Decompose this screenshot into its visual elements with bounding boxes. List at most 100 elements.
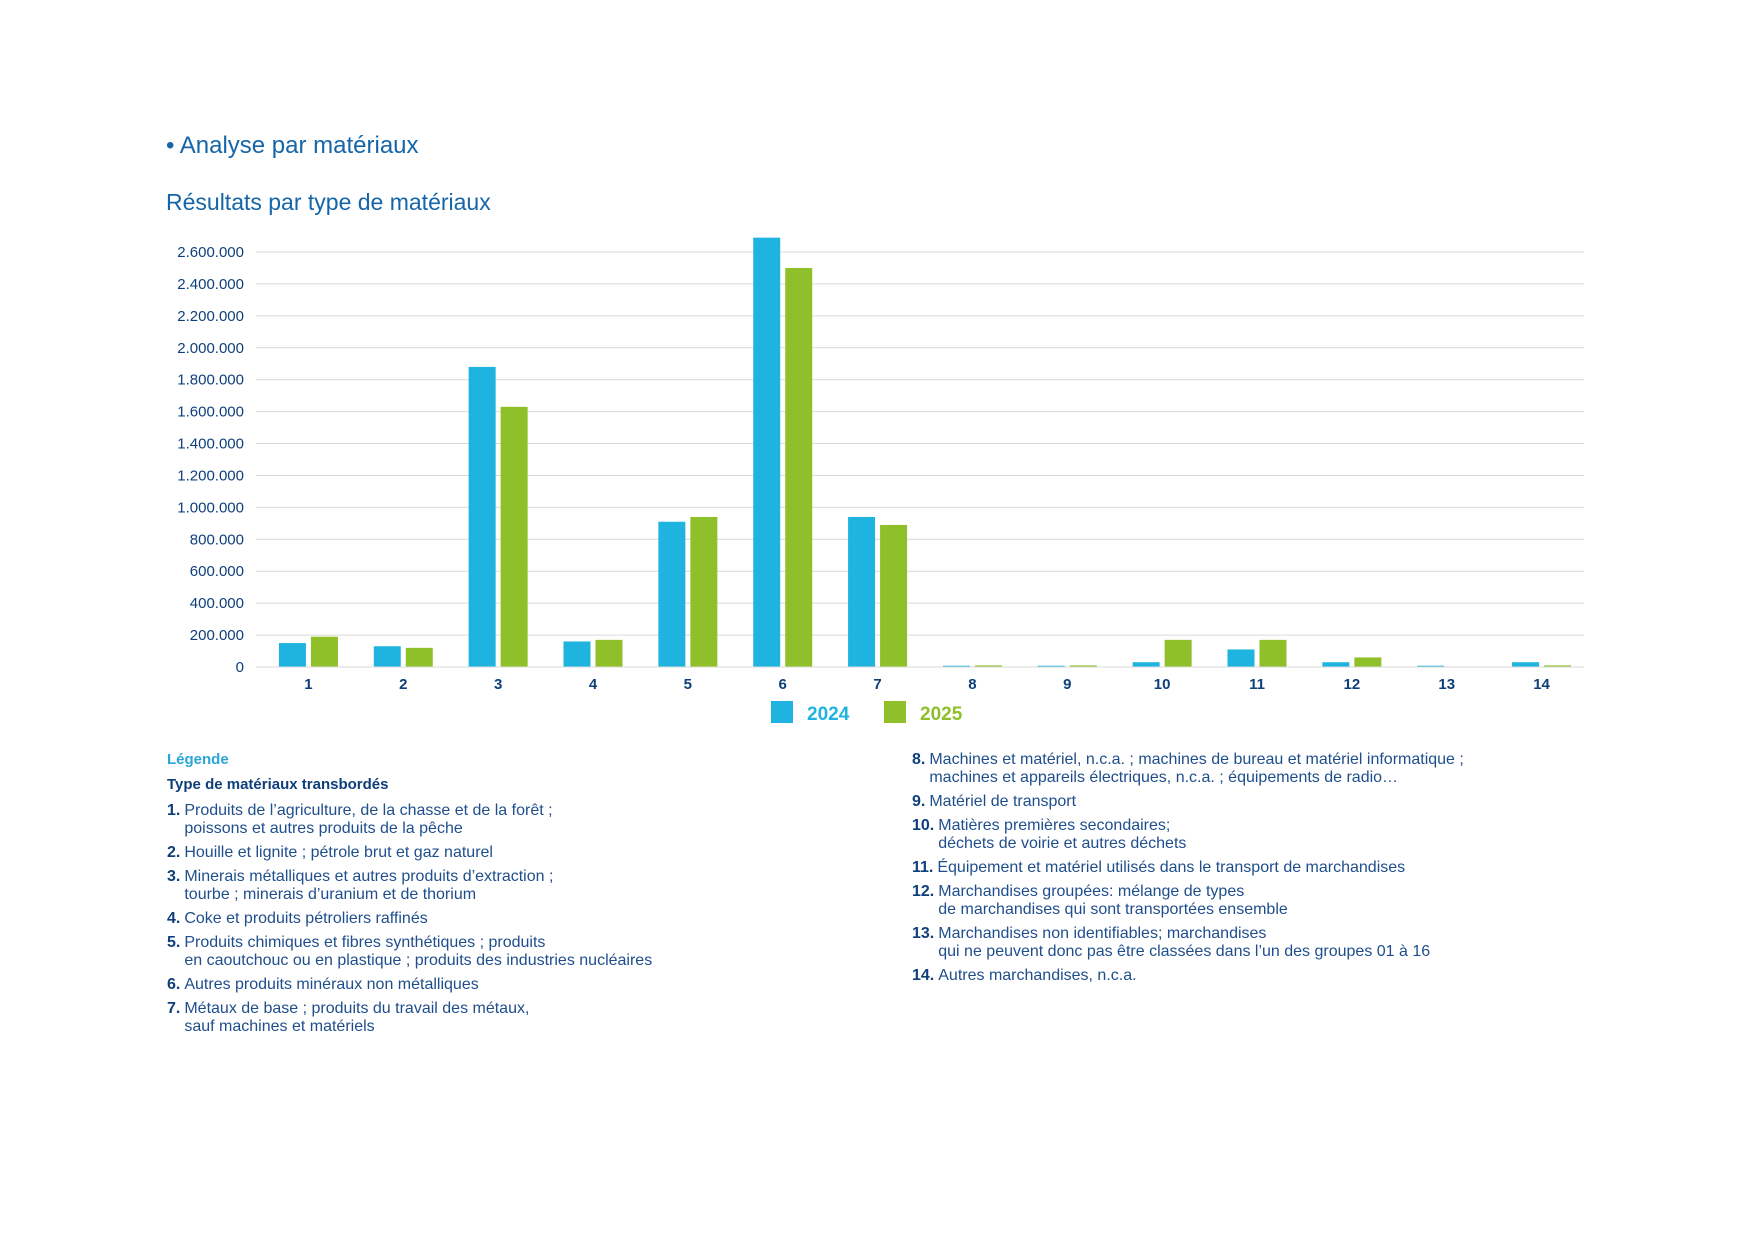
bar-2024-11 <box>1227 649 1255 667</box>
y-tick-label: 2.400.000 <box>177 276 244 293</box>
y-tick-label: 1.800.000 <box>177 372 244 389</box>
bar-2024-4 <box>563 641 591 667</box>
bar-2024-5 <box>658 521 686 667</box>
legend-item-number: 3. <box>167 868 181 885</box>
legend-item: 10. Matières premières secondaires; déche… <box>912 817 1652 853</box>
legend-swatch-2025 <box>884 701 906 723</box>
bar-chart: 0 200.000 400.000 600.000 800.000 1.000.000 1.… <box>177 237 1584 725</box>
y-tick-label: 800.000 <box>190 531 244 548</box>
section-title: • Analyse par matériaux <box>166 132 419 159</box>
y-tick-label: 600.000 <box>190 563 244 580</box>
y-tick-label: 1.600.000 <box>177 404 244 421</box>
legend-item-number: 9. <box>912 793 926 810</box>
legend-label-2024: 2024 <box>807 704 850 725</box>
y-tick-label: 1.400.000 <box>177 436 244 453</box>
y-tick-label: 400.000 <box>190 595 244 612</box>
legend-item-text: Matériel de transport <box>929 793 1077 810</box>
x-tick-label: 4 <box>589 676 598 693</box>
legend-item-text: Matières premières secondaires; déchets … <box>938 817 1187 852</box>
legend-item-number: 11. <box>912 859 934 876</box>
legend-item-number: 2. <box>167 844 181 861</box>
bar-2025-2 <box>405 647 433 667</box>
y-tick-label: 1.000.000 <box>177 499 244 516</box>
bar-2025-3 <box>500 406 528 667</box>
x-tick-label: 1 <box>304 676 312 693</box>
legend-item-number: 5. <box>167 934 181 951</box>
legend-item-text: Équipement et matériel utilisés dans le … <box>937 859 1406 876</box>
legend-item-text: Autres produits minéraux non métalliques <box>184 976 479 993</box>
legend-item: 4. Coke et produits pétroliers raffinés <box>167 910 907 928</box>
bar-2025-12 <box>1354 657 1382 667</box>
legend-item-number: 10. <box>912 817 935 834</box>
bar-2024-8 <box>942 665 970 667</box>
legend-item: 14. Autres marchandises, n.c.a. <box>912 967 1652 985</box>
x-tick-label: 5 <box>684 676 692 693</box>
bar-2024-10 <box>1132 662 1160 667</box>
x-tick-label: 2 <box>399 676 407 693</box>
chart-title: Résultats par type de matériaux <box>166 189 491 215</box>
legend-item: 6. Autres produits minéraux non métalliqu… <box>167 976 907 994</box>
legend-item: 2. Houille et lignite ; pétrole brut et g… <box>167 844 907 862</box>
legend-item-number: 1. <box>167 802 181 819</box>
bar-2024-3 <box>468 366 496 667</box>
legend-item-text: Autres marchandises, n.c.a. <box>938 967 1137 984</box>
legend-item-number: 8. <box>912 751 926 768</box>
legend-item-number: 4. <box>167 910 181 927</box>
legend-item-number: 13. <box>912 925 935 942</box>
x-tick-label: 14 <box>1533 676 1550 693</box>
legend-item: 9. Matériel de transport <box>912 793 1652 811</box>
legend-item: 13. Marchandises non identifiables; march… <box>912 925 1652 961</box>
bar-2024-6 <box>753 237 781 667</box>
bar-2025-1 <box>310 636 338 667</box>
y-tick-label: 0 <box>236 659 244 676</box>
legend-column-right: 8. Machines et matériel, n.c.a. ; machine… <box>912 751 1652 991</box>
bar-2025-4 <box>595 639 623 667</box>
x-tick-label: 12 <box>1344 676 1361 693</box>
legend-subheading: Type de matériaux transbordés <box>167 776 389 793</box>
y-tick-label: 1.200.000 <box>177 467 244 484</box>
legend-item-text: Produits chimiques et fibres synthétique… <box>184 934 653 969</box>
bar-2024-7 <box>848 516 876 667</box>
bar-2025-11 <box>1259 639 1287 667</box>
bar-2025-8 <box>974 665 1002 667</box>
legend-item: 1. Produits de l’agriculture, de la chass… <box>167 802 907 838</box>
y-tick-label: 2.000.000 <box>177 340 244 357</box>
bar-2024-2 <box>373 646 401 667</box>
legend-item: 5. Produits chimiques et fibres synthétiq… <box>167 934 907 970</box>
x-tick-label: 3 <box>494 676 502 693</box>
bar-2025-9 <box>1069 665 1097 667</box>
legend-item-text: Machines et matériel, n.c.a. ; machines … <box>929 751 1464 786</box>
bar-2024-1 <box>278 643 306 667</box>
bar-2024-14 <box>1512 662 1540 667</box>
legend-label-2025: 2025 <box>920 704 963 725</box>
x-tick-label: 6 <box>779 676 787 693</box>
x-tick-label: 7 <box>873 676 881 693</box>
y-tick-label: 200.000 <box>190 627 244 644</box>
legend-item: 12. Marchandises groupées: mélange de typ… <box>912 883 1652 919</box>
legend-item-number: 12. <box>912 883 935 900</box>
legend-item: 3. Minerais métalliques et autres produit… <box>167 868 907 904</box>
legend-item-text: Coke et produits pétroliers raffinés <box>184 910 428 927</box>
legend-item-text: Houille et lignite ; pétrole brut et gaz… <box>184 844 493 861</box>
bar-2024-9 <box>1037 665 1065 667</box>
bar-2025-10 <box>1164 639 1192 667</box>
y-tick-label: 2.200.000 <box>177 308 244 325</box>
x-tick-label: 11 <box>1249 676 1265 693</box>
legend-item-text: Métaux de base ; produits du travail des… <box>184 1000 530 1035</box>
x-tick-label: 9 <box>1063 676 1071 693</box>
legend-item-text: Produits de l’agriculture, de la chasse … <box>184 802 553 837</box>
x-tick-label: 13 <box>1438 676 1455 693</box>
legend-item-number: 14. <box>912 967 935 984</box>
legend-item-text: Marchandises groupées: mélange de types … <box>938 883 1288 918</box>
legend-item: 11. Équipement et matériel utilisés dans … <box>912 859 1652 877</box>
legend-item-text: Minerais métalliques et autres produits … <box>184 868 554 903</box>
legend-item: 8. Machines et matériel, n.c.a. ; machine… <box>912 751 1652 787</box>
bar-2024-13 <box>1417 665 1445 667</box>
y-tick-label: 2.600.000 <box>177 244 244 261</box>
bar-2025-7 <box>880 524 908 667</box>
legend-item-number: 6. <box>167 976 181 993</box>
legend-heading: Légende <box>167 751 229 768</box>
x-tick-label: 8 <box>968 676 976 693</box>
bar-2024-12 <box>1322 662 1350 667</box>
x-tick-label: 10 <box>1154 676 1171 693</box>
